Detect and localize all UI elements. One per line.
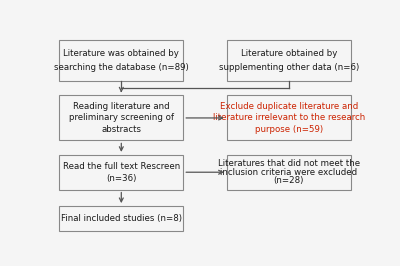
- Text: searching the database (n=89): searching the database (n=89): [54, 63, 189, 72]
- Bar: [227, 155, 351, 190]
- Bar: [59, 95, 183, 140]
- Bar: [227, 40, 351, 81]
- Bar: [59, 206, 183, 231]
- Text: Literature was obtained by: Literature was obtained by: [63, 49, 179, 58]
- Bar: [59, 40, 183, 81]
- Text: supplementing other data (n=6): supplementing other data (n=6): [218, 63, 359, 72]
- Text: Literatures that did not meet the: Literatures that did not meet the: [218, 159, 360, 168]
- Text: purpose (n=59): purpose (n=59): [255, 125, 323, 134]
- Text: Literature obtained by: Literature obtained by: [240, 49, 337, 58]
- Text: (n=36): (n=36): [106, 173, 136, 182]
- Text: abstracts: abstracts: [101, 125, 141, 134]
- Text: inclusion criteria were excluded: inclusion criteria were excluded: [220, 168, 357, 177]
- Text: Read the full text Rescreen: Read the full text Rescreen: [63, 162, 180, 171]
- Text: literature irrelevant to the research: literature irrelevant to the research: [212, 113, 365, 122]
- Text: Final included studies (n=8): Final included studies (n=8): [61, 214, 182, 223]
- Bar: [227, 95, 351, 140]
- Bar: [59, 155, 183, 190]
- Text: Exclude duplicate literature and: Exclude duplicate literature and: [220, 102, 358, 111]
- Text: (n=28): (n=28): [274, 176, 304, 185]
- Text: Reading literature and: Reading literature and: [73, 102, 170, 111]
- Text: preliminary screening of: preliminary screening of: [69, 113, 174, 122]
